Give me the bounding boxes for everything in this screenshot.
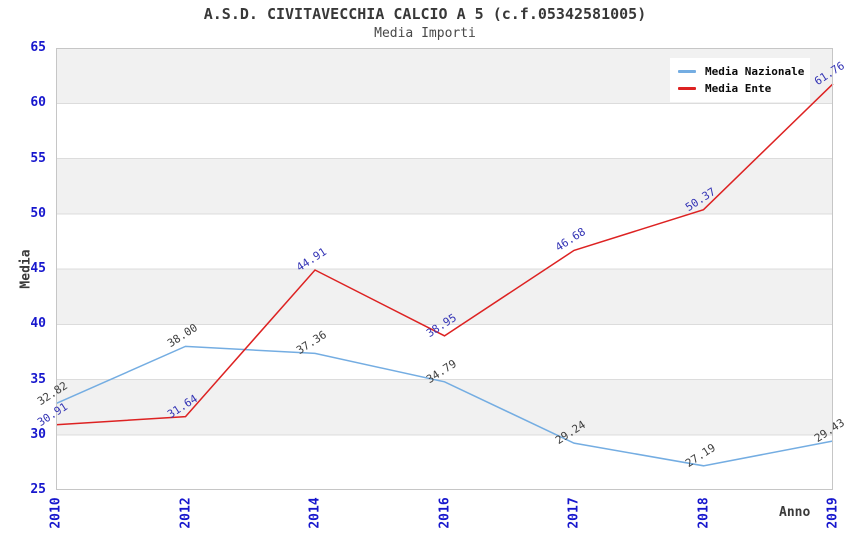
legend-label: Media Ente [705, 82, 772, 95]
x-tick-label: 2014 [307, 497, 323, 529]
y-tick-label: 30 [30, 426, 46, 442]
y-tick-label: 50 [30, 205, 46, 221]
y-tick-label: 40 [30, 316, 46, 332]
series-line-media-ente [55, 83, 834, 426]
x-tick-label: 2010 [48, 497, 64, 529]
x-axis-title: Anno [779, 505, 811, 520]
plot-band [56, 158, 833, 214]
chart-canvas [55, 48, 834, 490]
x-tick-label: 2019 [825, 497, 841, 529]
plot-band [56, 269, 833, 325]
y-tick-label: 55 [30, 150, 46, 166]
plot-band [56, 379, 833, 435]
line-swatch-icon [678, 87, 696, 90]
legend-label: Media Nazionale [705, 65, 805, 78]
y-tick-label: 45 [30, 261, 46, 276]
chart-title: A.S.D. CIVITAVECCHIA CALCIO A 5 (c.f.053… [203, 5, 647, 23]
line-swatch-icon [678, 70, 696, 73]
y-tick-label: 25 [30, 482, 46, 497]
y-tick-label: 65 [30, 40, 46, 55]
x-tick-label: 2017 [566, 497, 582, 529]
chart-subtitle: Media Importi [374, 26, 476, 41]
x-tick-label: 2012 [178, 497, 193, 529]
plot-border [56, 48, 833, 490]
legend-item-media-nazionale: Media Nazionale [670, 63, 810, 80]
y-tick-label: 60 [30, 95, 46, 111]
legend: Media Nazionale Media Ente [670, 58, 810, 102]
x-tick-label: 2016 [437, 497, 452, 529]
x-tick-label: 2018 [696, 497, 711, 529]
y-tick-label: 35 [30, 371, 46, 387]
series-line-media-nazionale [55, 345, 834, 467]
plot-area: 32.82 38.00 37.36 34.79 29.24 27.19 29.43 30.91… [35, 48, 847, 490]
legend-item-media-ente: Media Ente [670, 80, 810, 97]
